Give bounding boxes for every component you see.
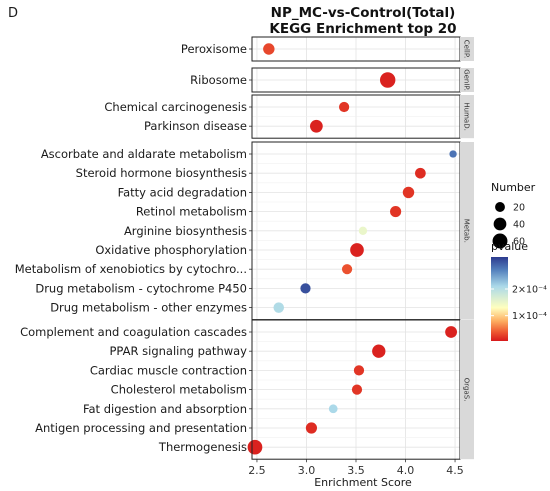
facet-strip-label: CellP. xyxy=(463,40,471,58)
facet-panels: Peroxisome CellP. Ribosome GenIP. Chemical c… xyxy=(15,36,474,460)
y-tick-label: Retinol metabolism xyxy=(136,205,247,219)
x-tick-label: 3.5 xyxy=(347,464,365,477)
data-point xyxy=(449,150,457,158)
y-tick-label: Chemical carcinogenesis xyxy=(104,100,247,114)
y-tick-label: Fat digestion and absorption xyxy=(83,402,247,416)
x-tick-label: 4.0 xyxy=(397,464,415,477)
data-point xyxy=(263,43,275,55)
color-legend-title: pvalue xyxy=(491,240,528,253)
facet-panel-humad: Chemical carcinogenesis Parkinson disease… xyxy=(104,94,474,139)
x-axis-title: Enrichment Score xyxy=(314,476,412,489)
size-legend-key xyxy=(492,233,508,249)
data-point xyxy=(328,404,338,414)
y-tick-label: Oxidative phosphorylation xyxy=(95,243,247,257)
data-point xyxy=(305,422,317,434)
facet-panel-metab: Ascorbate and aldarate metabolism Steroid… xyxy=(15,141,474,321)
y-tick-label: Steroid hormone biosynthesis xyxy=(76,166,247,180)
size-legend-label: 20 xyxy=(513,203,525,214)
x-tick-label: 3.0 xyxy=(298,464,316,477)
y-tick-label: Complement and coagulation cascades xyxy=(20,325,247,339)
x-tick-label: 2.5 xyxy=(248,464,266,477)
data-point xyxy=(353,365,365,376)
data-point xyxy=(247,439,263,455)
x-tick-label: 4.5 xyxy=(446,464,464,477)
size-legend-key xyxy=(495,202,505,212)
facet-strip-label: GenIP. xyxy=(463,69,471,91)
facet-strip-label: OrgaS. xyxy=(463,378,471,402)
data-point xyxy=(390,206,402,218)
y-tick-label: Antigen processing and presentation xyxy=(35,421,247,435)
facet-panel-cellp: Peroxisome CellP. xyxy=(181,36,474,62)
data-point xyxy=(300,283,311,294)
y-tick-label: PPAR signaling pathway xyxy=(109,344,247,358)
facet-strip xyxy=(460,142,474,320)
data-point xyxy=(339,101,350,113)
color-legend-label: 1×10⁻⁴ xyxy=(512,311,547,322)
facet-strip xyxy=(460,37,474,61)
data-point xyxy=(351,384,363,395)
size-legend-label: 60 xyxy=(513,237,525,248)
panel-label: D xyxy=(8,6,18,21)
data-point xyxy=(273,302,285,313)
facet-strip xyxy=(460,68,474,92)
x-axis: 2.5 3.0 3.5 4.0 4.5 xyxy=(248,459,464,477)
y-tick-label: Thermogenesis xyxy=(158,440,247,454)
y-tick-label: Cardiac muscle contraction xyxy=(90,363,247,377)
color-legend-bar xyxy=(491,257,508,341)
data-point xyxy=(415,167,426,179)
data-point xyxy=(445,326,458,338)
y-tick-label: Arginine biosynthesis xyxy=(124,224,247,238)
chart-title: NP_MC-vs-Control(Total) xyxy=(271,5,456,21)
y-tick-label: Drug metabolism - cytochrome P450 xyxy=(35,281,247,295)
data-point xyxy=(379,72,396,88)
size-legend-key xyxy=(493,217,507,231)
y-tick-label: Parkinson disease xyxy=(144,119,247,133)
data-point xyxy=(341,264,353,275)
size-legend-label: 40 xyxy=(513,220,525,231)
data-point xyxy=(350,243,364,257)
y-tick-label: Fatty acid degradation xyxy=(118,185,247,199)
y-tick-label: Drug metabolism - other enzymes xyxy=(50,301,247,315)
facet-strip-label: Metab. xyxy=(463,219,471,243)
facet-panel-orgas: Complement and coagulation cascades PPAR … xyxy=(20,319,474,460)
y-tick-label: Peroxisome xyxy=(181,42,247,56)
facet-strip xyxy=(460,320,474,460)
y-tick-label: Ribosome xyxy=(190,73,247,87)
data-point xyxy=(358,226,368,235)
facet-strip xyxy=(460,95,474,139)
chart-subtitle: KEGG Enrichment top 20 xyxy=(269,21,456,37)
size-legend-title: Number xyxy=(491,181,536,194)
facet-strip-label: HumaD. xyxy=(463,102,471,130)
data-point xyxy=(372,344,386,358)
data-point xyxy=(402,186,415,199)
color-legend-label: 2×10⁻⁴ xyxy=(512,285,547,296)
y-tick-label: Ascorbate and aldarate metabolism xyxy=(41,147,247,161)
facet-panel-genip: Ribosome GenIP. xyxy=(190,67,474,93)
y-tick-label: Metabolism of xenobiotics by cytochro... xyxy=(15,262,247,276)
data-point xyxy=(310,119,323,133)
y-tick-label: Cholesterol metabolism xyxy=(111,383,247,397)
